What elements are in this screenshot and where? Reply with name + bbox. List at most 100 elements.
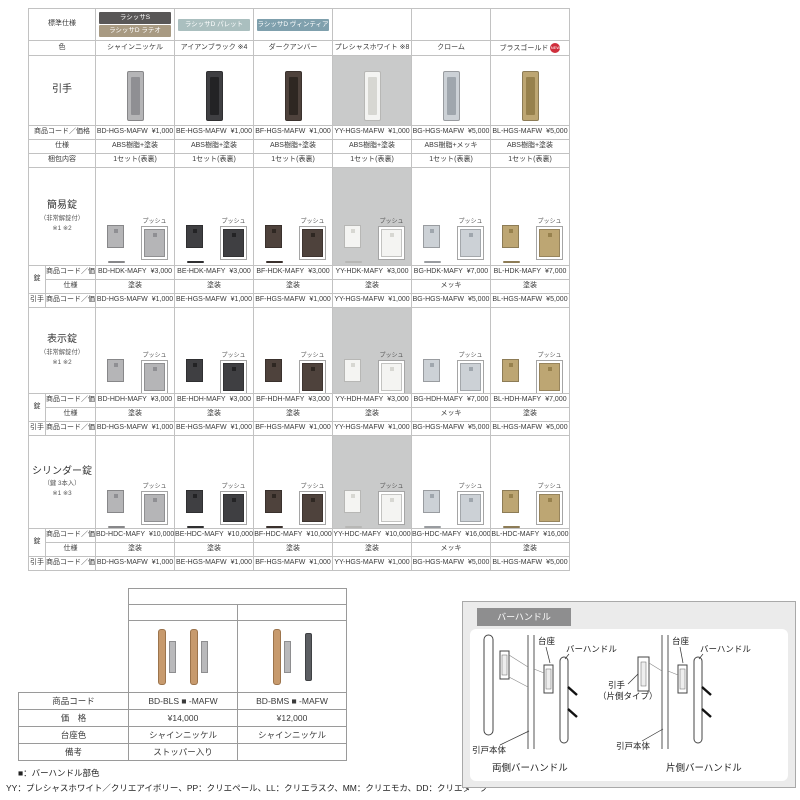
lock-plate-image — [502, 490, 519, 513]
handle-image — [363, 70, 381, 121]
handle-image — [187, 526, 204, 528]
spec-cell: 塗装 — [253, 407, 333, 422]
product-code: BG-HDH-MAFY — [413, 396, 463, 404]
lock-image-cell: プッシュ — [411, 167, 491, 266]
handle-image — [345, 260, 362, 263]
series-cell-2: ラシッサD パレット — [174, 8, 254, 41]
code-price-cell: BF-HDC-MAFY ¥10,000 — [253, 528, 333, 543]
product-code: BE-HGS-MAFW — [176, 424, 227, 432]
lock-image-cell: プッシュ — [490, 167, 570, 266]
group-title-text: シリンダー錠 — [32, 465, 92, 477]
product-price: ¥3,000 — [150, 396, 173, 404]
footnote-color-codes: YY：プレシャスホワイト／クリエアイボリー、PP：クリエペール、LL：クリエラス… — [6, 783, 488, 793]
code-price-cell: YY-HDC-MAFY ¥10,000 — [332, 528, 412, 543]
product-price: ¥5,000 — [467, 296, 490, 304]
product-price: ¥1,000 — [388, 424, 410, 432]
handle-image — [284, 70, 302, 121]
bar-rod-image — [304, 632, 312, 681]
product-price: ¥3,000 — [387, 396, 409, 404]
bar-column-both: 両側バーハンドル — [128, 604, 238, 621]
package-cell: 1セット(表裏) — [332, 153, 412, 168]
product-code: BG-HGS-MAFW — [412, 559, 464, 567]
product-price: ¥10,000 — [385, 531, 411, 539]
series-cell-empty — [490, 8, 570, 41]
color-header-0: シャインニッケル — [95, 40, 175, 56]
spec-cell: メッキ — [411, 542, 491, 557]
product-code: BL-HGS-MAFW — [492, 559, 543, 567]
code-price-cell: BG-HGS-MAFW ¥5,000 — [411, 421, 491, 436]
row-label-code-price: 商品コード／価格 — [45, 528, 96, 543]
table-row: 商品コード／価格 BD-HGS-MAFW ¥1,000 BE-HGS-MAFW ¥1… — [28, 125, 570, 140]
row-label-code-price: 商品コード／価格 — [28, 125, 96, 140]
push-label: プッシュ — [300, 218, 325, 225]
group-title-text: 引手 — [52, 84, 72, 96]
spec-cell: ABS樹脂+塗装 — [253, 139, 333, 154]
product-price: ¥1,000 — [230, 128, 252, 136]
diagram-label-hikite: 引手 — [608, 680, 626, 690]
table-row: 仕様 ABS樹脂+塗装 ABS樹脂+塗装 ABS樹脂+塗装 ABS樹脂+塗装 A… — [28, 139, 570, 154]
product-price: ¥10,000 — [149, 531, 175, 539]
row-label-lock: 錠 — [28, 393, 46, 422]
group-title-text: 簡易錠 — [47, 200, 77, 212]
table-row: 錠 商品コード／価格 BD-HDK-MAFY¥3,000 BE-HDK-MAFY… — [28, 265, 570, 294]
code-price-cell: BG-HDK-MAFY ¥7,000 — [411, 265, 491, 280]
row-label-spec: 仕様 — [28, 139, 96, 154]
table-row: 商品コード BD-BLS ■ -MAFW BD-BMS ■ -MAFW — [18, 692, 347, 710]
push-label: プッシュ — [379, 352, 404, 359]
product-code: BD-HDC-MAFY — [96, 531, 146, 539]
code-price-cell: BE-HGS-MAFW ¥1,000 — [174, 556, 254, 571]
product-code: BF-HGS-MAFW — [255, 296, 306, 304]
bar-base-color-cell: シャインニッケル — [128, 726, 238, 744]
table-row: 引手 商品コード／価格 BD-HGS-MAFW¥1,000 BE-HGS-MAF… — [28, 293, 570, 308]
product-price: ¥1,000 — [151, 424, 174, 432]
lock-thumb-image — [378, 225, 405, 260]
product-code: BG-HDC-MAFY — [412, 531, 462, 539]
group-subtitle: （鍵 3本入） — [43, 480, 81, 488]
diagram-caption-both: 両側バーハンドル — [492, 762, 568, 774]
series-cell-empty — [332, 8, 412, 41]
product-price: ¥1,000 — [230, 559, 252, 567]
diagram-label-daiza-right: 台座 — [672, 636, 690, 646]
spec-cell: 塗装 — [332, 279, 412, 294]
table-row: 仕様 塗装 塗装 塗装 塗装 メッキ 塗装 — [29, 407, 570, 422]
bar-handle-image-single — [237, 620, 347, 693]
lock-plate-image — [502, 224, 519, 248]
product-price: ¥7,000 — [545, 396, 567, 404]
color-header-5: ブラスゴールド NEW — [490, 40, 570, 56]
code-price-cell: BL-HDK-MAFY ¥7,000 — [490, 265, 570, 280]
lock-plate-image — [186, 224, 203, 248]
bar-rod-image — [158, 628, 166, 685]
push-label: プッシュ — [537, 484, 562, 490]
diagram-label-door-right: 引戸本体 — [616, 741, 651, 751]
product-price: ¥1,000 — [151, 128, 174, 136]
table-row: 価 格 ¥14,000 ¥12,000 — [18, 709, 347, 727]
product-code: BD-HGS-MAFW — [96, 296, 148, 304]
diagram-label-daiza-left: 台座 — [538, 636, 556, 646]
product-code: YY-HGS-MAFW — [334, 424, 385, 432]
bar-handle-diagram: 台座 バーハンドル 引戸本体 両側バーハンドル 台座 バーハンドル 引手 （ — [472, 634, 751, 774]
code-price-cell: YY-HGS-MAFW ¥1,000 — [332, 556, 412, 571]
product-code: BL-HGS-MAFW — [492, 128, 543, 136]
pull-handle-image — [253, 55, 333, 126]
new-badge: NEW — [550, 42, 561, 53]
spec-cell: 塗装 — [253, 542, 333, 557]
diagram-label-bar-right: バーハンドル — [700, 644, 751, 654]
diagram-card: 台座 バーハンドル 引戸本体 両側バーハンドル 台座 バーハンドル 引手 （ — [470, 629, 788, 781]
group-title-indicator-lock: 表示錠 （非常解錠付） ※1 ※2 — [28, 307, 96, 394]
spec-cell: 塗装 — [174, 407, 254, 422]
spec-cell: 塗装 — [95, 542, 175, 557]
spec-cell: ABS樹脂+塗装 — [95, 139, 175, 154]
bar-row-label-price: 価 格 — [18, 709, 129, 727]
product-price: ¥1,000 — [151, 296, 174, 304]
spec-cell: メッキ — [411, 407, 491, 422]
table-row: 備考 ストッパー入り — [18, 743, 347, 761]
lock-thumb-image — [141, 491, 168, 525]
bar-base-image — [169, 640, 176, 673]
lock-image-cell: プッシュ — [95, 435, 175, 529]
product-price: ¥1,000 — [309, 296, 331, 304]
handle-image — [108, 526, 125, 528]
lock-plate-image — [107, 358, 124, 382]
handle-image — [205, 70, 223, 121]
lock-plate-image — [265, 224, 282, 248]
group-title-simple-lock: 簡易錠 （非常解錠付） ※1 ※2 — [28, 167, 96, 266]
